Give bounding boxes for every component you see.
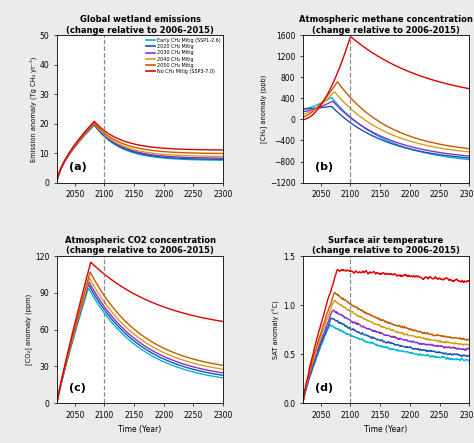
X-axis label: Time (Year): Time (Year) (365, 425, 408, 434)
Text: (b): (b) (315, 162, 333, 172)
Text: (c): (c) (69, 383, 85, 393)
Title: Atmospheric methane concentration
(change relative to 2006-2015): Atmospheric methane concentration (chang… (299, 15, 473, 35)
Title: Atmospheric CO2 concentration
(change relative to 2006-2015): Atmospheric CO2 concentration (change re… (64, 236, 216, 255)
Legend: Early CH₄ Mitig (SSP1-2.6), 2020 CH₄ Mitig, 2030 CH₄ Mitig, 2040 CH₄ Mitig, 2050: Early CH₄ Mitig (SSP1-2.6), 2020 CH₄ Mit… (145, 36, 223, 76)
Y-axis label: SAT anomaly (°C): SAT anomaly (°C) (273, 300, 281, 359)
Text: (d): (d) (315, 383, 333, 393)
Y-axis label: Emission anomaly (Tg CH₄ yr⁻¹): Emission anomaly (Tg CH₄ yr⁻¹) (29, 56, 36, 162)
Title: Surface air temperature
(change relative to 2006-2015): Surface air temperature (change relative… (312, 236, 460, 255)
Y-axis label: [CO₂] anomaly (ppm): [CO₂] anomaly (ppm) (25, 294, 32, 365)
Text: (a): (a) (69, 162, 86, 172)
X-axis label: Time (Year): Time (Year) (118, 425, 162, 434)
Title: Global wetland emissions
(change relative to 2006-2015): Global wetland emissions (change relativ… (66, 15, 214, 35)
Y-axis label: [CH₄] anomaly (ppb): [CH₄] anomaly (ppb) (260, 75, 267, 143)
